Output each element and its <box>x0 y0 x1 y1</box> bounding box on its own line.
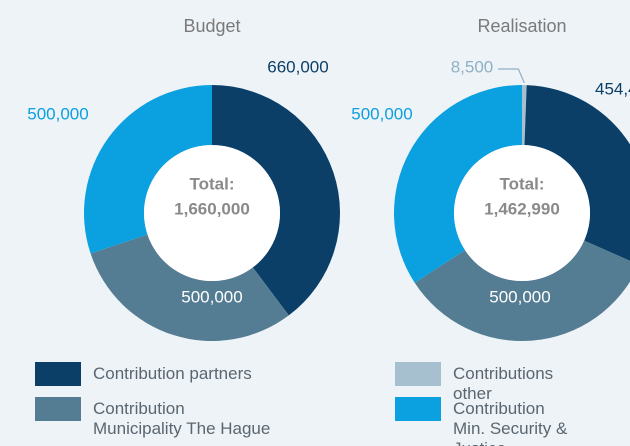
total-label: Total: <box>189 174 234 193</box>
legend-item: Contribution partners <box>35 362 275 386</box>
donut-slice <box>394 85 522 283</box>
legend-label: Contributions other <box>453 364 554 403</box>
legend-swatch <box>35 362 81 386</box>
value-label: 454,490 <box>595 79 630 98</box>
donut-slice <box>522 85 527 146</box>
donut-slice <box>414 240 630 341</box>
legend-item: Contributions other <box>395 362 577 404</box>
donut-hole <box>144 145 280 281</box>
donut-slice <box>90 234 289 341</box>
donut-slice <box>524 85 630 261</box>
donut-slice <box>84 85 212 254</box>
total-value: 1,660,000 <box>174 199 250 218</box>
value-label: 500,000 <box>181 287 242 306</box>
donut-slice <box>212 85 340 316</box>
value-label: 500,000 <box>27 104 88 123</box>
chart-title: Budget <box>183 16 240 36</box>
legend-swatch <box>395 362 441 386</box>
legend-item: Contribution Municipality The Hague <box>35 397 275 439</box>
legend-swatch <box>35 397 81 421</box>
leader-line <box>498 68 525 84</box>
chart-title: Realisation <box>477 16 566 36</box>
legend-item: Contribution Min. Security & Justice <box>395 397 577 446</box>
total-label: Total: <box>499 174 544 193</box>
legend-swatch <box>395 397 441 421</box>
value-label: 8,500 <box>451 57 494 76</box>
legend-label: Contribution Min. Security & Justice <box>453 399 568 446</box>
value-label: 660,000 <box>267 57 328 76</box>
value-label: 500,000 <box>489 287 550 306</box>
value-label: 500,000 <box>351 104 412 123</box>
legend-label: Contribution partners <box>93 364 252 383</box>
legend-label: Contribution Municipality The Hague <box>93 399 271 438</box>
donut-hole <box>454 145 590 281</box>
total-value: 1,462,990 <box>484 199 560 218</box>
